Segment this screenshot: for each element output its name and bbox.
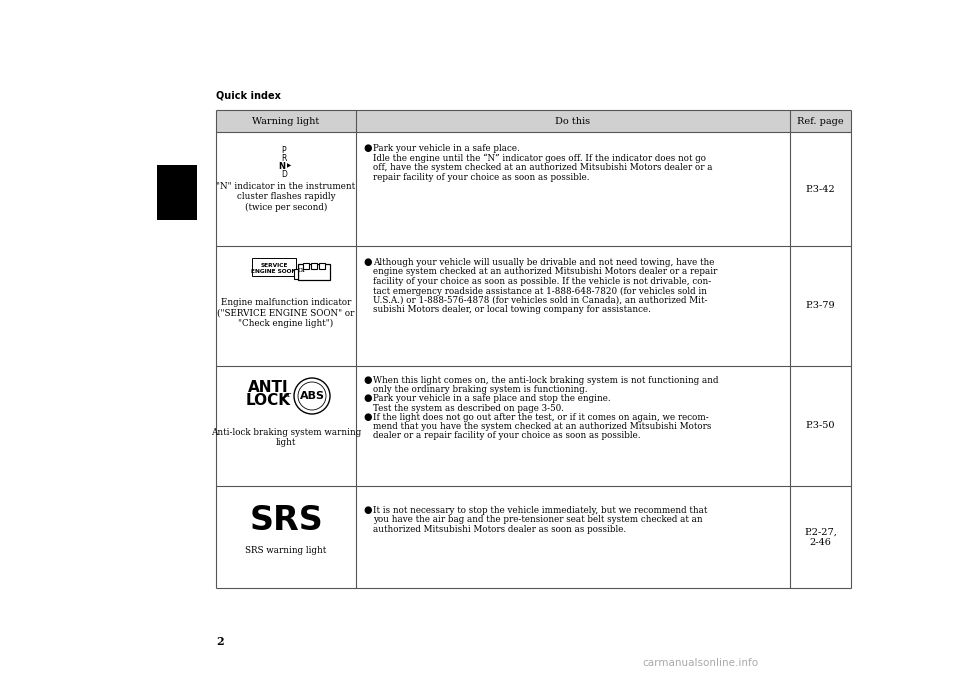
Bar	[319, 263, 325, 269]
Text: ●: ●	[363, 258, 372, 267]
Text: P: P	[281, 146, 286, 155]
Text: only the ordinary braking system is functioning.: only the ordinary braking system is func…	[373, 385, 588, 394]
Text: When this light comes on, the anti-lock braking system is not functioning and: When this light comes on, the anti-lock …	[373, 376, 718, 385]
Text: ENGINE SOON: ENGINE SOON	[252, 269, 297, 274]
Text: Park your vehicle in a safe place.: Park your vehicle in a safe place.	[373, 144, 519, 153]
Text: engine system checked at an authorized Mitsubishi Motors dealer or a repair: engine system checked at an authorized M…	[373, 268, 717, 277]
Text: Although your vehicle will usually be drivable and not need towing, have the: Although your vehicle will usually be dr…	[373, 258, 714, 267]
Text: D: D	[281, 170, 287, 179]
Text: ●: ●	[363, 413, 372, 422]
Circle shape	[298, 382, 326, 410]
Bar	[252, 258, 296, 276]
Text: facility of your choice as soon as possible. If the vehicle is not drivable, con: facility of your choice as soon as possi…	[373, 277, 711, 286]
Circle shape	[294, 378, 330, 414]
Text: Ref. page: Ref. page	[797, 117, 844, 125]
Text: Idle the engine until the “N” indicator goes off. If the indicator does not go: Idle the engine until the “N” indicator …	[373, 153, 706, 163]
Bar	[303, 263, 309, 269]
Bar	[298, 264, 330, 280]
Text: ANTI: ANTI	[248, 380, 288, 395]
Text: or: or	[284, 391, 292, 399]
Bar	[157, 165, 197, 220]
Text: repair facility of your choice as soon as possible.: repair facility of your choice as soon a…	[373, 172, 589, 182]
Text: ●: ●	[363, 376, 372, 385]
Text: tact emergency roadside assistance at 1-888-648-7820 (for vehicles sold in: tact emergency roadside assistance at 1-…	[373, 287, 707, 296]
Text: carmanualsonline.info: carmanualsonline.info	[642, 658, 758, 668]
Text: Engine malfunction indicator
("SERVICE ENGINE SOON" or
"Check engine light"): Engine malfunction indicator ("SERVICE E…	[217, 298, 354, 328]
Text: U.S.A.) or 1-888-576-4878 (for vehicles sold in Canada), an authorized Mit-: U.S.A.) or 1-888-576-4878 (for vehicles …	[373, 296, 708, 305]
Text: P.3-50: P.3-50	[805, 422, 835, 431]
Text: LOCK: LOCK	[246, 393, 291, 408]
Text: ●: ●	[363, 506, 372, 515]
Text: If the light does not go out after the test, or if it comes on again, we recom-: If the light does not go out after the t…	[373, 413, 708, 422]
Bar	[294, 269, 298, 279]
Text: P.2-27,
2-46: P.2-27, 2-46	[804, 527, 837, 546]
Text: P.3-42: P.3-42	[805, 184, 835, 193]
Text: or: or	[298, 266, 306, 274]
Text: SRS: SRS	[250, 504, 323, 537]
Text: 2: 2	[216, 636, 224, 647]
Text: Park your vehicle in a safe place and stop the engine.: Park your vehicle in a safe place and st…	[373, 395, 611, 403]
Text: SRS warning light: SRS warning light	[246, 546, 326, 555]
Text: "N" indicator in the instrument
cluster flashes rapidly
(twice per second): "N" indicator in the instrument cluster …	[216, 182, 355, 212]
Text: Test the system as described on page 3-50.: Test the system as described on page 3-5…	[373, 403, 564, 413]
Text: N: N	[278, 162, 285, 171]
Text: dealer or a repair facility of your choice as soon as possible.: dealer or a repair facility of your choi…	[373, 431, 640, 440]
Bar	[216, 110, 851, 132]
Text: Quick index: Quick index	[216, 90, 281, 100]
Text: P.3-79: P.3-79	[805, 302, 835, 311]
Text: ●: ●	[363, 395, 372, 403]
Text: Do this: Do this	[556, 117, 590, 125]
Text: R: R	[281, 154, 287, 163]
Text: authorized Mitsubishi Motors dealer as soon as possible.: authorized Mitsubishi Motors dealer as s…	[373, 525, 626, 534]
Text: ●: ●	[363, 144, 372, 153]
Text: off, have the system checked at an authorized Mitsubishi Motors dealer or a: off, have the system checked at an autho…	[373, 163, 712, 172]
Text: mend that you have the system checked at an authorized Mitsubishi Motors: mend that you have the system checked at…	[373, 422, 711, 431]
Bar	[311, 263, 317, 269]
Text: subishi Motors dealer, or local towing company for assistance.: subishi Motors dealer, or local towing c…	[373, 306, 651, 315]
Text: Warning light: Warning light	[252, 117, 320, 125]
Text: you have the air bag and the pre-tensioner seat belt system checked at an: you have the air bag and the pre-tension…	[373, 515, 703, 525]
Text: ABS: ABS	[300, 391, 324, 401]
Text: ▶: ▶	[287, 163, 291, 168]
Text: Anti-lock braking system warning
light: Anti-lock braking system warning light	[211, 428, 361, 447]
Text: SERVICE: SERVICE	[260, 263, 288, 268]
Text: It is not necessary to stop the vehicle immediately, but we recommend that: It is not necessary to stop the vehicle …	[373, 506, 708, 515]
